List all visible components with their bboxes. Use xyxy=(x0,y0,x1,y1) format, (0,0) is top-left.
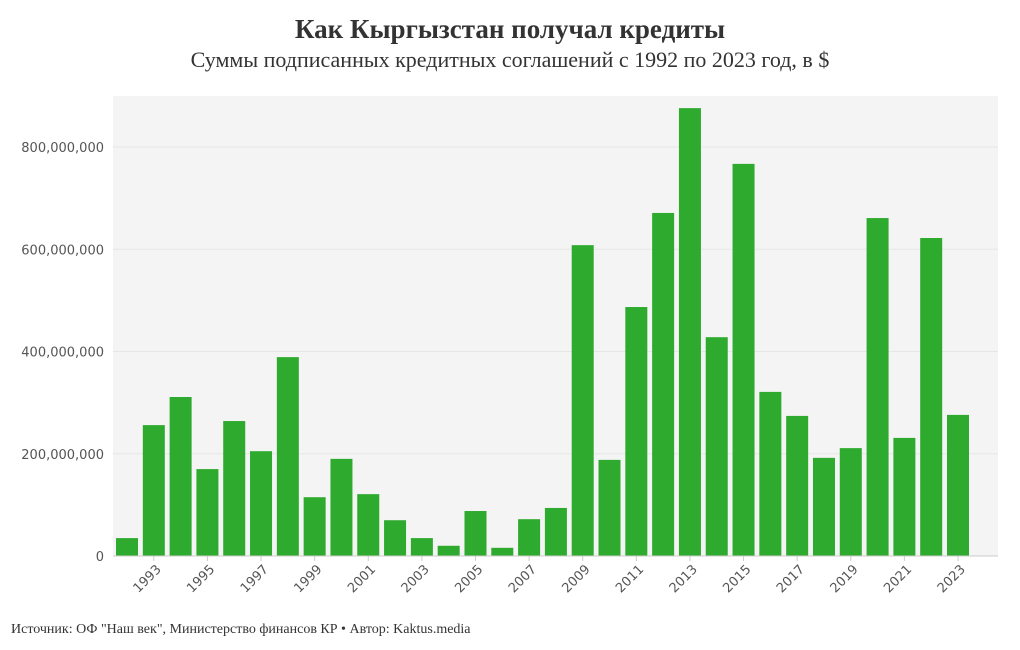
x-tick-label: 2017 xyxy=(774,562,808,596)
x-tick-label: 2009 xyxy=(560,562,594,596)
x-tick-label: 2013 xyxy=(667,562,701,596)
bar-2022 xyxy=(920,238,943,556)
bar-2016 xyxy=(759,391,782,556)
bar-2002 xyxy=(384,520,407,556)
bar-1995 xyxy=(196,469,219,556)
chart-subtitle: Суммы подписанных кредитных соглашений с… xyxy=(190,47,830,72)
bar-2000 xyxy=(330,458,353,556)
bar-1997 xyxy=(250,451,273,556)
bar-2005 xyxy=(464,511,487,556)
bar-1993 xyxy=(142,425,165,556)
y-tick-label: 200,000,000 xyxy=(21,448,104,463)
y-tick-label: 800,000,000 xyxy=(21,141,104,156)
bar-2020 xyxy=(866,218,889,556)
bar-2010 xyxy=(598,459,621,556)
x-tick-label: 1995 xyxy=(184,562,218,596)
plot-area xyxy=(113,96,998,556)
bar-2015 xyxy=(732,163,755,556)
bar-2014 xyxy=(705,337,728,556)
x-tick-label: 2021 xyxy=(881,562,915,596)
chart-title: Как Кыргызстан получал кредиты xyxy=(294,14,726,44)
bar-2018 xyxy=(812,457,835,556)
x-tick-label: 2007 xyxy=(506,562,540,596)
bar-2023 xyxy=(947,414,969,556)
x-tick-label: 2001 xyxy=(345,562,379,596)
bar-2019 xyxy=(839,448,862,556)
x-tick-label: 2003 xyxy=(399,562,433,596)
bar-2012 xyxy=(652,212,675,557)
bar-2009 xyxy=(571,245,594,556)
x-tick-label: 2005 xyxy=(452,562,486,596)
bar-2013 xyxy=(678,108,701,557)
bar-1999 xyxy=(303,497,326,556)
x-tick-label: 1997 xyxy=(238,562,272,596)
bar-2011 xyxy=(625,307,648,556)
y-tick-label: 0 xyxy=(96,550,104,565)
bar-2004 xyxy=(437,545,460,556)
x-tick-label: 2019 xyxy=(828,562,862,596)
x-tick-label: 2015 xyxy=(720,562,754,596)
x-tick-label: 2023 xyxy=(935,562,969,596)
y-tick-label: 600,000,000 xyxy=(21,243,104,258)
bar-2007 xyxy=(518,519,541,556)
bar-2008 xyxy=(544,507,567,556)
bar-1992 xyxy=(116,538,138,556)
x-tick-label: 2011 xyxy=(613,562,647,596)
y-tick-label: 400,000,000 xyxy=(21,346,104,361)
bar-1996 xyxy=(223,421,246,556)
bar-1994 xyxy=(169,397,192,556)
x-tick-label: 1999 xyxy=(291,562,325,596)
bar-1998 xyxy=(276,357,299,556)
x-tick-label: 1993 xyxy=(131,562,165,596)
bar-2001 xyxy=(357,494,380,556)
source-note: Источник: ОФ "Наш век", Министерство фин… xyxy=(11,622,471,637)
bar-2006 xyxy=(491,547,514,556)
bar-2021 xyxy=(893,437,916,556)
bar-2003 xyxy=(410,538,433,556)
bar-2017 xyxy=(786,415,809,556)
